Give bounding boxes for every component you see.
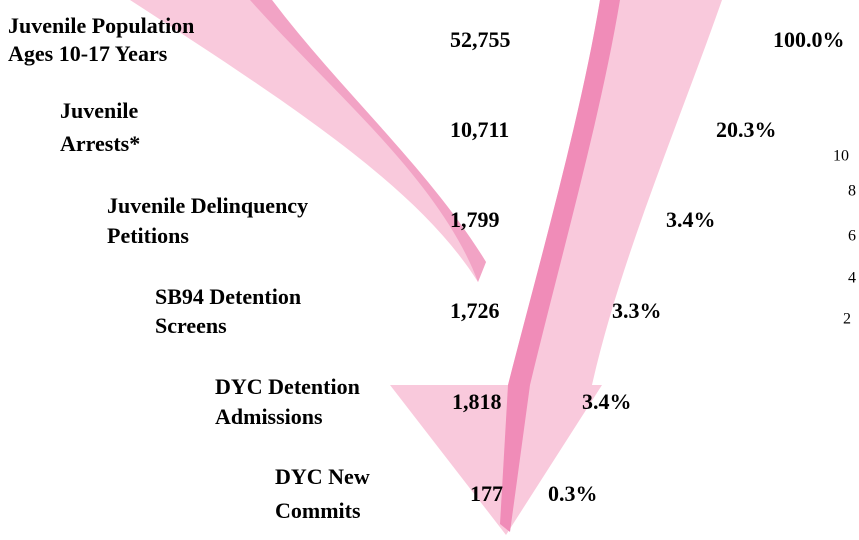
arrow-head xyxy=(390,385,602,535)
stage-label: Petitions xyxy=(107,223,189,248)
stage-label: Ages 10-17 Years xyxy=(8,41,168,66)
side-label: 2 xyxy=(843,311,851,328)
stage-count: 1,818 xyxy=(452,389,502,414)
stage-percent: 0.3% xyxy=(548,481,598,506)
stage-label: DYC Detention xyxy=(215,374,360,399)
side-label: 10 xyxy=(833,148,849,165)
stage-label: Arrests* xyxy=(60,131,140,156)
stage-label: Juvenile Delinquency xyxy=(107,193,308,218)
stage-percent: 3.4% xyxy=(666,207,716,232)
stage-percent: 3.3% xyxy=(612,298,662,323)
funnel-shapes xyxy=(130,0,722,535)
right-band-edge xyxy=(508,0,620,385)
labels: Juvenile Population Ages 10-17 Years 52,75… xyxy=(8,13,856,523)
right-band xyxy=(508,0,722,385)
stage-label: Commits xyxy=(275,498,361,523)
stage-count: 52,755 xyxy=(450,27,511,52)
stage-label: SB94 Detention xyxy=(155,284,301,309)
arrow-edge xyxy=(500,385,530,532)
stage-count: 177 xyxy=(470,481,503,506)
stage-label: Juvenile xyxy=(60,98,138,123)
stage-count: 10,711 xyxy=(450,117,509,142)
stage-label: Juvenile Population xyxy=(8,13,194,38)
side-label: 4 xyxy=(848,270,856,287)
stage-label: Screens xyxy=(155,313,227,338)
stage-label: Admissions xyxy=(215,404,323,429)
stage-label: DYC New xyxy=(275,464,370,489)
stage-percent: 3.4% xyxy=(582,389,632,414)
stage-count: 1,799 xyxy=(450,207,500,232)
side-label: 6 xyxy=(848,228,856,245)
side-label: 8 xyxy=(848,183,856,200)
stage-count: 1,726 xyxy=(450,298,500,323)
stage-percent: 20.3% xyxy=(716,117,777,142)
stage-percent: 100.0% xyxy=(773,27,845,52)
